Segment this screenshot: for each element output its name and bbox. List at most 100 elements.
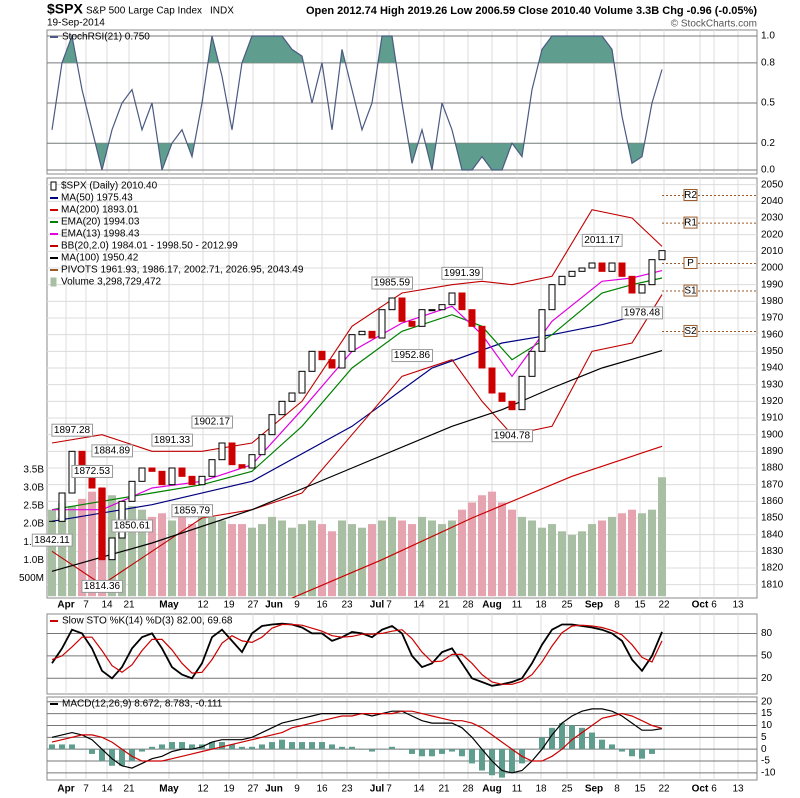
- volume-bar: [178, 516, 186, 597]
- candle: [608, 262, 616, 272]
- volume-bar: [228, 524, 236, 597]
- x-tick-label: 21: [438, 600, 450, 611]
- x-tick-label: 13: [732, 784, 744, 795]
- volume-bar: [478, 495, 486, 597]
- y-tick-label: 0.8: [761, 57, 775, 68]
- x-tick-label: 18: [535, 600, 547, 611]
- histogram-bar: [489, 749, 495, 776]
- histogram-bar: [319, 742, 325, 750]
- x-tick-label: 14: [101, 784, 113, 795]
- histogram-bar: [619, 749, 625, 752]
- source: © StockCharts.com: [671, 19, 757, 30]
- annotation: 1872.53: [74, 466, 111, 477]
- y-tick-label: 1920: [761, 396, 784, 407]
- candle: [298, 370, 306, 394]
- histogram-bar: [169, 742, 175, 750]
- histogram-bar: [109, 749, 115, 766]
- candle: [528, 350, 536, 377]
- x-tick-label: 25: [561, 784, 573, 795]
- x-tick-label: 16: [316, 600, 328, 611]
- volume-bar: [488, 491, 496, 597]
- y-tick-label: 10: [761, 720, 773, 731]
- volume-bar: [118, 502, 126, 597]
- candle: [628, 275, 636, 294]
- x-tick-label: 7: [386, 600, 392, 611]
- histogram-bar: [329, 744, 335, 750]
- x-tick-label: Aug: [482, 600, 501, 611]
- x-tick-label: Oct: [692, 784, 709, 795]
- x-tick-label: 15: [634, 600, 646, 611]
- x-tick-label: 11: [512, 784, 523, 795]
- y-tick-label: 15: [761, 708, 773, 719]
- candle: [108, 537, 116, 561]
- x-tick-label: 28: [462, 600, 474, 611]
- candle: [478, 325, 486, 369]
- candle: [458, 292, 466, 311]
- histogram-bar: [389, 746, 395, 750]
- x-tick-label: 15: [634, 784, 646, 795]
- x-tick-label: Apr: [57, 600, 74, 611]
- volume-bar: [428, 520, 436, 597]
- volume-bar: [248, 527, 256, 597]
- histogram-bar: [509, 749, 515, 773]
- volume-bar: [568, 534, 576, 597]
- histogram-bar: [539, 737, 545, 750]
- histogram-bar: [239, 746, 245, 750]
- y-tick-label: 1860: [761, 496, 784, 507]
- volume-bar: [608, 516, 616, 597]
- x-tick-label: 12: [197, 600, 209, 611]
- candle: [328, 359, 336, 369]
- volume-bar: [278, 520, 286, 597]
- histogram-bar: [159, 744, 165, 750]
- annotation-box: [51, 423, 94, 437]
- candle: [268, 414, 276, 436]
- candle: [508, 400, 516, 411]
- x-tick-label: 28: [462, 784, 474, 795]
- exchange: INDX: [210, 6, 234, 17]
- x-tick-label: Jul: [370, 784, 385, 795]
- y-tick-label: 0.2: [761, 138, 775, 149]
- annotation: 1884.89: [94, 445, 131, 456]
- y2-tick-label: 2.0B: [23, 519, 44, 530]
- candle: [288, 392, 296, 402]
- volume-bar: [508, 509, 516, 597]
- panel-title: MACD(12,26,9) 8.672, 8.783, -0.111: [62, 699, 223, 710]
- candle: [348, 334, 356, 352]
- volume-bar: [648, 509, 656, 597]
- x-tick-label: 21: [438, 784, 450, 795]
- y-tick-label: 1850: [761, 513, 784, 524]
- legend-entry: $SPX (Daily) 2010.40: [61, 181, 158, 192]
- candle: [58, 492, 66, 522]
- y-tick-label: 0.0: [761, 165, 775, 176]
- annotation: 1904.78: [494, 430, 531, 441]
- annotation-box: [581, 233, 623, 247]
- histogram-bar: [499, 749, 505, 778]
- x-tick-label: 9: [294, 600, 300, 611]
- line: [51, 623, 663, 685]
- annotation-box: [391, 349, 434, 363]
- legend-icon: [50, 181, 57, 191]
- volume-bar: [498, 502, 506, 597]
- volume-bar: [538, 527, 546, 597]
- candle: [578, 267, 586, 272]
- volume-bar: [238, 524, 246, 597]
- y2-tick-label: 3.5B: [23, 465, 44, 476]
- x-tick-label: 22: [658, 784, 670, 795]
- pivot-box: [683, 324, 698, 337]
- line: [51, 710, 663, 762]
- x-tick-label: Aug: [482, 784, 501, 795]
- y-tick-label: 1970: [761, 313, 784, 324]
- legend-icon: [50, 277, 57, 287]
- y-tick-label: 2030: [761, 213, 784, 224]
- candle: [358, 330, 366, 336]
- candle: [138, 467, 146, 482]
- y-tick-label: 1990: [761, 279, 784, 290]
- annotation: 2011.17: [584, 235, 620, 246]
- histogram-bar: [559, 723, 565, 750]
- annotation: 1902.17: [194, 417, 231, 428]
- histogram-bar: [59, 744, 65, 750]
- volume-bar: [398, 520, 406, 597]
- shade-area: [52, 36, 662, 63]
- volume-bar: [638, 513, 646, 597]
- histogram-bar: [339, 746, 345, 750]
